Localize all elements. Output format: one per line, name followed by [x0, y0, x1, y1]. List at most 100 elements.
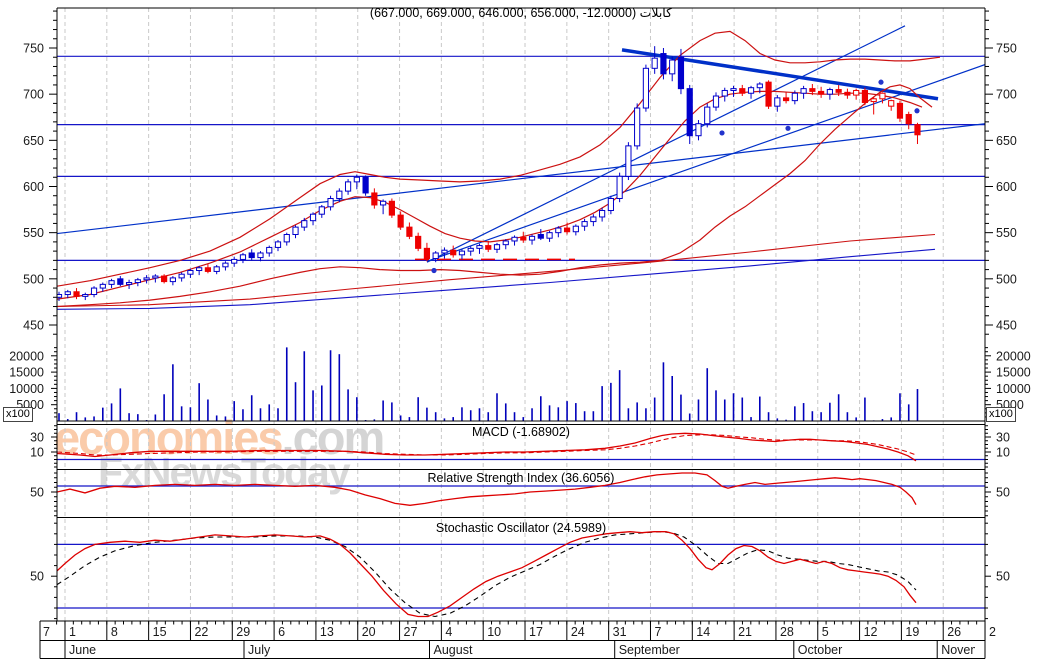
y-axis-label: 50: [30, 486, 44, 500]
bollinger-lower: [57, 84, 933, 308]
stoch-pane: [57, 531, 985, 618]
sar-dot: [431, 267, 437, 274]
candle-body: [57, 294, 63, 298]
candle-body: [634, 107, 641, 147]
week-label: 28: [780, 625, 794, 639]
candle-body: [178, 273, 185, 279]
candle-body: [292, 226, 299, 236]
sar-dot: [719, 130, 725, 136]
candle-body: [774, 97, 781, 107]
candle-body: [581, 221, 588, 227]
candle-body: [642, 67, 650, 109]
candle-body: [520, 236, 527, 241]
candle-body: [809, 88, 816, 92]
sar-dot: [785, 125, 791, 131]
candle-body: [64, 291, 71, 296]
week-label: 20: [362, 625, 376, 639]
macd-pane-label: MACD (-1.68902): [472, 425, 570, 439]
candle-body: [476, 245, 483, 249]
candle-body: [204, 267, 212, 272]
candle-body: [380, 200, 387, 206]
candle-body: [739, 88, 746, 94]
volume-scale-note-left: x100: [3, 407, 33, 422]
candle-body: [528, 235, 536, 241]
candle-body: [651, 57, 658, 69]
y-axis-label: 10: [996, 446, 1010, 460]
candle-body: [826, 89, 833, 95]
candle-body: [82, 294, 89, 297]
candle-body: [669, 59, 676, 75]
macd-line: [57, 432, 917, 462]
candle-body: [327, 197, 334, 208]
week-label: 5: [822, 625, 829, 639]
stoch-k-line: [57, 531, 917, 618]
week-label: 4: [445, 625, 452, 639]
candle-body: [914, 124, 921, 136]
candle-body: [152, 275, 159, 279]
candle-body: [870, 98, 877, 103]
y-axis-label: 750: [23, 42, 44, 56]
trendline-thick-descending: [621, 48, 939, 101]
candle-body: [765, 81, 772, 107]
y-axis-label: 50: [996, 570, 1010, 584]
candle-body: [388, 200, 395, 216]
candle-body: [511, 236, 518, 242]
week-label: 14: [696, 625, 710, 639]
candle-body: [458, 250, 466, 256]
candle-body: [756, 83, 763, 89]
candle-body: [905, 113, 912, 125]
candle-body: [861, 89, 869, 103]
week-label: 27: [404, 625, 418, 639]
axis-ticks-labels: 750 750 700 700 650 650 600 600 550 550 500 500 450 4…: [9, 10, 1031, 620]
candle-body: [134, 279, 141, 284]
candle-body: [607, 197, 614, 212]
week-label: 8: [111, 625, 118, 639]
candle-body: [502, 240, 509, 246]
candle-body: [432, 252, 439, 260]
y-axis-label: 550: [996, 226, 1017, 240]
week-label: 12: [864, 625, 878, 639]
moving-average-mid: [57, 90, 923, 300]
candle-body: [791, 92, 798, 102]
y-axis-label: 600: [23, 180, 44, 194]
candle-body: [362, 176, 369, 194]
candle-body: [660, 53, 667, 75]
candle-body: [712, 95, 720, 108]
y-axis-label: 15000: [9, 366, 44, 380]
y-axis-label: 30: [30, 431, 44, 445]
candle-body: [818, 90, 825, 95]
rsi-pane-label: Relative Strength Index (36.6056): [427, 471, 615, 485]
date-axis: 7 1 8 15 22 29 6 13 20 27 4 10 17 24 31 7 14 21 28 5 12 19 26 2…: [39, 620, 996, 659]
sar-dot: [914, 108, 920, 114]
y-axis-label: 10000: [996, 382, 1031, 396]
candle-body: [879, 92, 886, 100]
week-label: 1: [69, 625, 76, 639]
y-axis-label: 450: [23, 318, 44, 332]
week-label: 6: [278, 625, 285, 639]
week-label: 2: [989, 625, 996, 639]
y-axis-label: 20000: [9, 349, 44, 363]
stoch-d-line: [57, 531, 917, 618]
candle-body: [222, 262, 229, 268]
candle-body: [546, 232, 553, 239]
candles: [57, 46, 921, 301]
candle-body: [888, 100, 895, 107]
candle-body: [397, 214, 404, 228]
week-label: 13: [320, 625, 334, 639]
month-label: June: [69, 643, 96, 657]
candle-body: [686, 88, 693, 137]
candle-body: [599, 210, 606, 218]
y-axis-label: 550: [23, 226, 44, 240]
candle-body: [406, 226, 413, 237]
candle-body: [169, 277, 176, 283]
candle-body: [99, 283, 106, 289]
volume-pane: [58, 347, 919, 421]
candle-body: [125, 282, 133, 285]
candle-body: [695, 123, 702, 137]
candle-body: [441, 249, 448, 254]
week-label: 21: [738, 625, 752, 639]
price-pane: [57, 25, 985, 310]
candle-body: [677, 56, 685, 90]
candle-body: [896, 102, 904, 119]
